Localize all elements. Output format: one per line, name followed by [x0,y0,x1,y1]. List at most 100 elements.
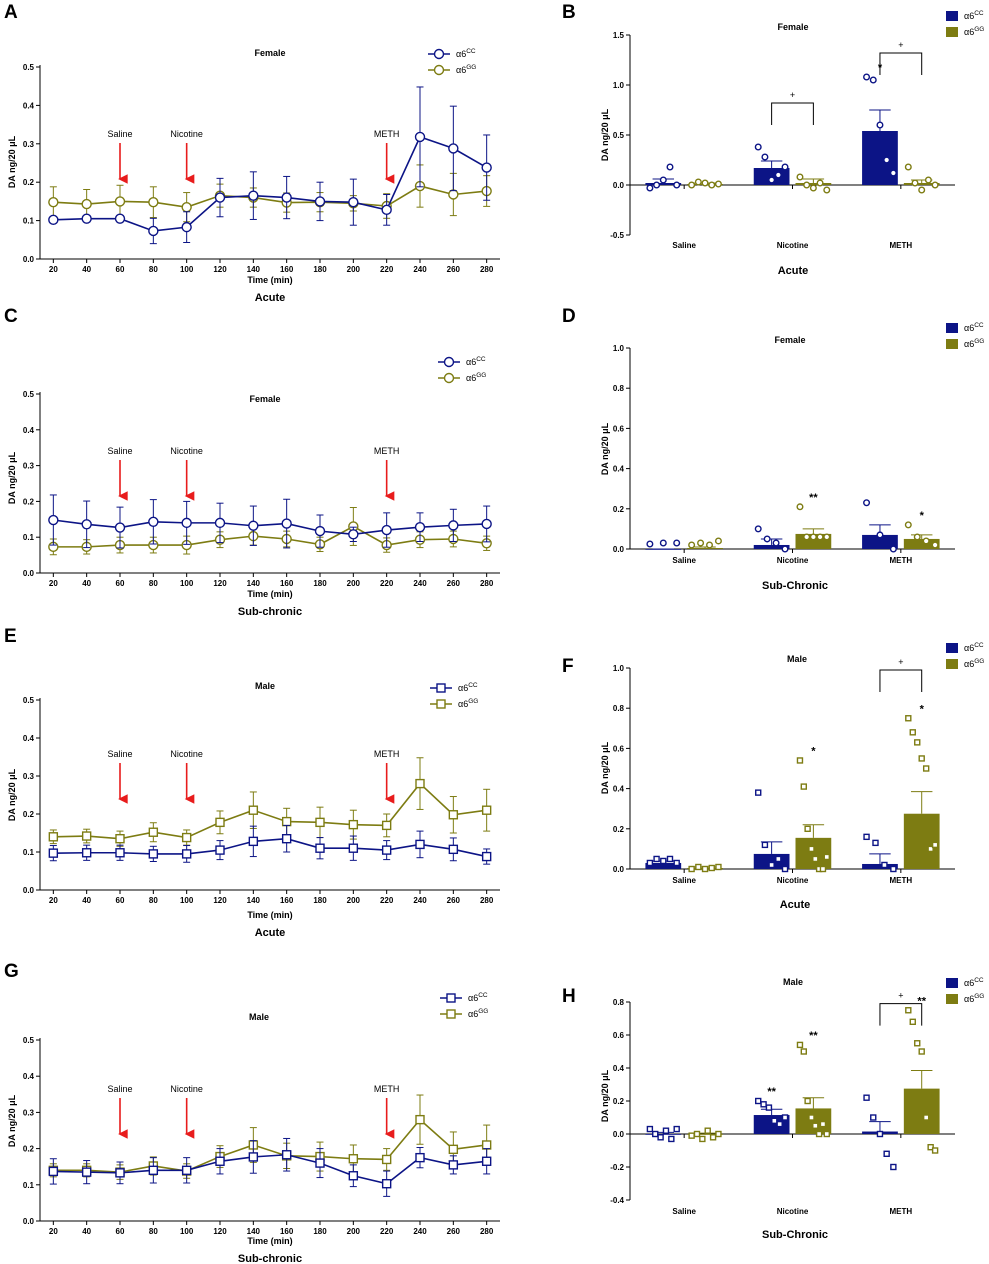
y-tick-label: 0.0 [23,255,35,264]
data-point [448,844,459,855]
legend-label: α6CC [468,992,488,1003]
comparison-bracket [879,52,923,75]
legend-label: α6CC [964,642,984,653]
data-point [646,859,654,867]
y-tick-label: 0.3 [23,1108,35,1117]
legend-label: α6CC [458,682,478,693]
data-point [796,1041,804,1049]
data-point [918,755,925,762]
data-point [660,857,667,865]
data-point [931,181,939,189]
y-tick-label: 1.0 [613,344,625,353]
data-point [673,1125,680,1133]
legend-label: α6CC [456,48,476,59]
data-point [863,499,871,507]
data-point [48,848,59,858]
data-point [181,221,192,233]
data-point [414,521,426,533]
data-point [115,834,125,844]
x-tick-label: 20 [49,896,58,905]
data-point [415,778,425,789]
panel-letter: A [4,2,18,23]
bar [862,131,898,185]
data-point [148,225,159,237]
data-point [904,163,912,171]
data-point [448,143,459,154]
data-point [114,213,126,224]
data-point [804,1097,811,1105]
data-point [314,196,326,207]
x-tick-label: 120 [213,1227,227,1236]
y-tick-label: 1.0 [613,81,625,90]
x-tick-label: 80 [149,896,158,905]
data-point [809,184,817,192]
legend-marker [446,993,456,1003]
data-point [652,1130,659,1138]
annotation-label: Nicotine [170,129,203,139]
panel-letter: F [562,656,574,677]
y-tick-label: -0.4 [610,1196,624,1205]
data-point [688,1132,695,1139]
y-tick-label: 0.4 [23,1072,35,1081]
x-tick-label: 280 [480,896,494,905]
x-tick-label: 200 [347,265,361,274]
legend-label-base: α6 [466,357,476,367]
legend-label: α6GG [456,64,476,75]
x-axis-title: Sub-Chronic [762,580,828,592]
data-point [904,521,912,529]
data-point [809,533,817,541]
data-point [668,1135,675,1143]
y-axis-title: DA ng/20 μL [600,422,610,475]
legend-label-sup: CC [974,322,984,329]
bar [753,168,790,185]
legend-marker [436,699,446,709]
data-point [415,1114,425,1125]
data-point [694,178,702,186]
data-point [768,861,775,869]
legend-label-sup: CC [466,48,476,55]
x-tick-label: 120 [213,579,227,588]
data-point [905,1007,912,1014]
y-axis-title: DA ng/20 μL [7,1094,17,1147]
x-tick-label: 280 [480,265,494,274]
plot-area: 0.0 0.1 0.2 0.3 0.4 0.5 20 40 60 80 100 120 140 160 18… [23,356,500,588]
data-point [914,739,921,746]
bar [645,183,682,185]
data-point [348,529,359,540]
legend-swatch [946,659,958,669]
data-point [754,143,762,151]
data-point [695,863,702,871]
bar [903,813,940,869]
chart-title: Male [255,681,275,691]
data-point [815,1130,823,1138]
data-point [48,1166,59,1177]
x-tick-label: Nicotine [777,241,809,250]
panel-letter: G [4,961,19,982]
x-tick-label: METH [889,1207,912,1216]
significance-marker: ** [767,1086,776,1098]
x-tick-label: 240 [413,579,427,588]
data-point [381,845,392,855]
legend-swatch [946,27,958,37]
annotation-label: Saline [107,749,132,759]
legend-label: α6GG [964,658,984,669]
legend-label-base: α6 [458,699,468,709]
x-tick-label: 60 [116,265,125,274]
series-line-gg [53,782,487,840]
legend-label-base: α6 [468,1009,478,1019]
y-tick-label: 0.2 [23,497,35,506]
data-point [803,181,811,189]
x-axis-title: Time (min) [247,910,292,920]
data-point [448,520,459,531]
significance-marker: ** [917,995,926,1007]
data-point [819,1120,827,1128]
data-point [889,169,897,177]
legend-label: α6GG [466,372,486,383]
y-tick-label: 0.3 [23,772,35,781]
series-line-gg [53,185,487,208]
